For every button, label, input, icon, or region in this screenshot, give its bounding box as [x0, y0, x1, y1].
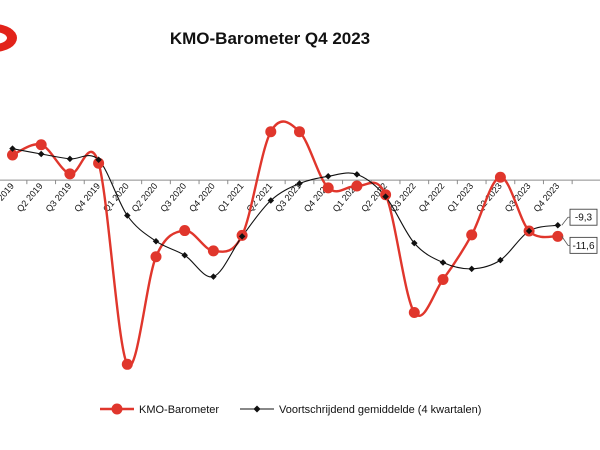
kmo-barometer-point: [294, 126, 305, 138]
moving-average-point: [152, 237, 160, 245]
legend-kmo-label: KMO-Barometer: [139, 404, 219, 416]
callout-leader: [561, 216, 570, 226]
moving-average-point: [525, 227, 533, 235]
moving-average-point: [382, 193, 389, 200]
x-tick-label: Q3 2021: [273, 181, 303, 214]
x-tick-label: Q4 2020: [187, 181, 217, 214]
moving-average-point: [238, 233, 246, 240]
series-line-kmo-barometer: [11, 120, 559, 368]
legend: KMO-Barometer Voortschrijdend gemiddelde…: [100, 403, 481, 416]
moving-average-point: [95, 156, 102, 164]
x-tick-label: Q1 2019: [0, 181, 16, 214]
x-tick-label: Q3 2020: [158, 181, 188, 214]
kmo-barometer-point: [93, 157, 105, 169]
chart-title: KMO-Barometer Q4 2023: [170, 29, 370, 48]
kmo-barometer-point: [322, 182, 334, 194]
moving-average-point: [468, 265, 475, 273]
callout-label: -11,6: [572, 241, 594, 252]
kmo-barometer-point: [494, 171, 506, 183]
x-tick-label: Q1 2023: [445, 181, 475, 214]
moving-average-point: [210, 273, 217, 280]
x-tick-label: Q2 2019: [15, 181, 45, 214]
x-tick-label: Q1 2021: [216, 181, 246, 214]
kmo-barometer-point: [552, 230, 564, 242]
moving-average-point: [439, 259, 447, 266]
logo-icon: [0, 24, 17, 52]
moving-average-point: [324, 173, 332, 180]
legend-avg-marker: [253, 405, 261, 413]
moving-average-point: [267, 197, 275, 204]
moving-average-point: [66, 155, 74, 163]
legend-avg-label: Voortschrijdend gemiddelde (4 kwartalen): [279, 404, 481, 416]
legend-kmo-marker: [111, 403, 123, 415]
kmo-barometer-point: [179, 225, 191, 237]
kmo-barometer-point: [437, 274, 449, 285]
kmo-barometer-point: [408, 306, 420, 318]
kmo-barometer-point: [35, 139, 47, 151]
kmo-barometer-points: [7, 126, 564, 370]
kmo-barometer-point: [207, 245, 219, 257]
series-line-moving-average: [12, 148, 558, 278]
kmo-barometer-point: [121, 358, 133, 370]
moving-average-point: [411, 239, 418, 247]
x-tick-label: Q2 2023: [474, 181, 504, 214]
x-tick-label: Q3 2022: [388, 181, 418, 214]
data-callouts: -9,3 -11,6: [561, 208, 598, 254]
moving-average-point: [497, 256, 504, 264]
moving-average-points: [9, 145, 562, 280]
callout-box: [569, 208, 598, 226]
callout-box: [569, 236, 598, 254]
kmo-barometer-point: [466, 229, 478, 241]
callout-leader: [561, 236, 570, 246]
kmo-barometer-point: [64, 168, 76, 180]
kmo-barometer-point: [7, 149, 18, 161]
x-tick-label: Q4 2022: [417, 181, 447, 214]
x-tick-label: Q4 2023: [531, 181, 561, 214]
callout-label: -9,3: [575, 213, 593, 224]
x-tick-label: Q4 2019: [72, 181, 102, 214]
moving-average-point: [296, 180, 303, 187]
kmo-barometer-point: [351, 180, 363, 192]
x-tick-label: Q2 2020: [130, 181, 160, 214]
x-tick-label: Q2 2021: [244, 181, 274, 214]
x-tick-label: Q3 2019: [44, 181, 74, 214]
moving-average-point: [554, 221, 562, 229]
moving-average-point: [124, 212, 131, 219]
kmo-barometer-point: [265, 126, 277, 138]
moving-average-point: [37, 150, 45, 158]
moving-average-point: [181, 252, 188, 259]
kmo-barometer-point: [150, 251, 162, 263]
moving-average-point: [353, 171, 361, 178]
